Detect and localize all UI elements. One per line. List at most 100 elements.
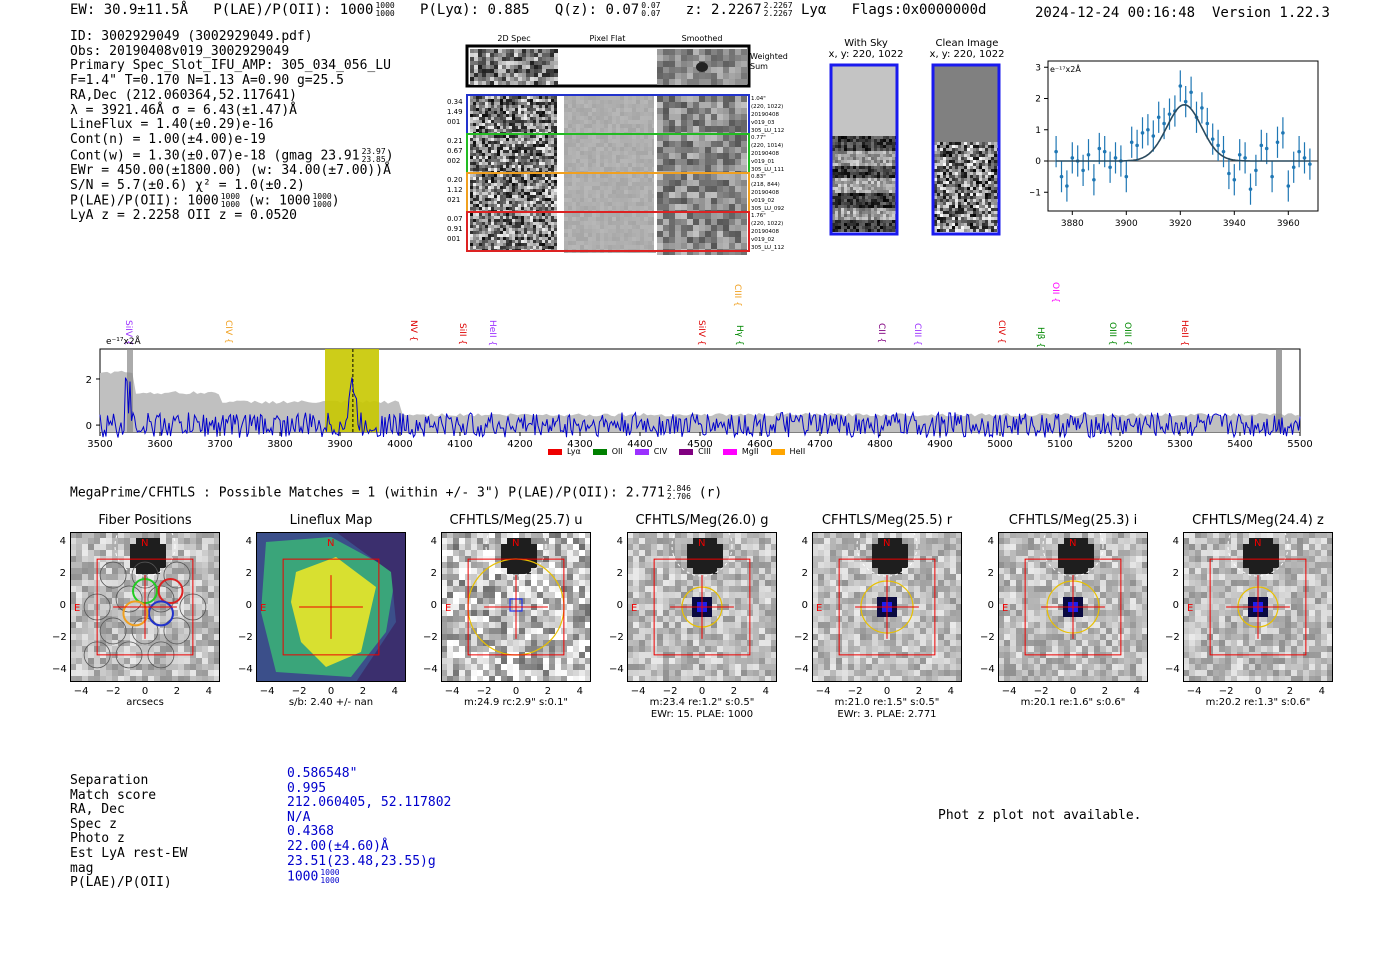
label-mag: mag [70,860,94,876]
zoom-point [1146,127,1150,132]
cutout-noise [441,532,591,682]
row-right-label: (220, 1014) [751,143,784,149]
zoom-point [1178,84,1183,88]
zoom-point [1086,152,1091,157]
zoom-point [1092,177,1096,182]
row-right-label: 20190408 [751,229,779,235]
legend-label: CIV [653,447,668,456]
cutout-frame [998,532,1148,682]
row-left-label: 001 [447,118,461,126]
weighted-sum-label: Weighted Sum [750,52,788,71]
cutout-xtick: −2 [1218,686,1234,697]
cutout-ytick: 2 [430,568,437,580]
info-ewr: EWr = 450.00(±1800.00) (w: 34.00(±7.00))… [70,162,391,178]
cutout-xtick: 4 [947,686,955,697]
row-smoothed [657,213,747,255]
cutout-sub2: EWr: 3. PLAE: 2.771 [837,709,937,720]
legend-swatch [548,448,562,455]
value-radec: 212.060405, 52.117802 [287,795,452,811]
info-radec: RA,Dec (212.060364,52.117641) [70,87,297,103]
zoom-xtick-label: 3900 [1115,219,1138,229]
row-right-label: 0.77" [751,135,766,141]
cutout-ytick: 2 [801,568,808,580]
full-xtick-label: 4400 [627,439,652,450]
with-sky-xy: x, y: 220, 1022 [828,49,904,60]
megaprime-header: MegaPrime/CFHTLS : Possible Matches = 1 … [70,484,723,501]
legend-label: HeII [789,447,806,456]
row-gap [561,174,564,211]
cutout-ytick: −4 [980,663,995,675]
cutout-xtick: 0 [1069,686,1077,697]
cutout-sub1: arcsecs [126,697,164,708]
row-gap [561,96,564,133]
timestamp-version: 2024-12-24 00:16:48 Version 1.22.3 [1035,5,1330,21]
zoom-point [1243,156,1247,160]
row-left-label: 0.91 [447,225,463,233]
cutout-xtick: −2 [105,686,121,697]
cutout-xtick: 4 [762,686,770,697]
cutout-ytick: 0 [245,600,252,611]
north-label: N [141,538,148,549]
row-right-label: 20190408 [751,190,779,196]
fiber-circle [163,617,191,645]
masked-bin [1276,349,1282,432]
cutout-xtick: 2 [1286,686,1294,697]
east-label: E [631,603,637,614]
value-lya-ew: 22.00(±4.60)Å [287,838,389,854]
row-right-label: 305_LU_111 [751,167,785,173]
zoom-point [1297,149,1301,154]
label-photoz: Photo z [70,831,125,847]
zoom-point [1221,149,1226,154]
row-2dspec [470,96,557,135]
cutout-frame [627,532,777,682]
zoom-point [1097,146,1102,151]
zoom-xtick-label: 3940 [1223,219,1246,229]
col-title-pixelflat: Pixel Flat [589,34,626,43]
north-label: N [883,538,890,549]
lineflux-peak [291,557,376,667]
row-right-label: 1.04" [751,96,766,102]
row-left-label: 021 [447,196,461,204]
ew-value: EW: 30.9±11.5Å [70,2,189,18]
label-match-score: Match score [70,787,157,803]
cutout-sub1: m:24.9 rc:2.9" s:0.1" [463,697,569,708]
cutout-image: NE [627,532,777,682]
cutout-xtick: −4 [1001,686,1017,697]
row-pixelflat [564,174,656,214]
row-pixelflat [564,135,656,175]
zoom-point [1140,131,1145,135]
full-xtick-label: 5500 [1287,439,1312,450]
weighted-sum-smoothed [657,49,747,85]
row-2dspec [470,213,557,252]
zoom-ytick-label: 1 [1035,126,1041,136]
cutout-ytick: 4 [1172,536,1179,548]
cutout-noise [812,532,962,682]
fiber-circle [99,561,127,589]
full-xtick-label: 4800 [867,439,892,450]
zoom-ytick-label: 0 [1035,157,1041,167]
value-plae: 1000 1000 1000 [287,868,340,886]
info-lineflux: LineFlux = 1.40(±0.29)e-16 [70,117,274,133]
zoom-ylabel: e⁻¹⁷x2Å [1050,63,1081,74]
zoom-point [1232,177,1237,182]
legend-swatch [679,448,694,455]
cutout-ytick: 2 [245,568,252,580]
east-label: E [816,603,822,614]
cutout-title: Fiber Positions [98,513,192,528]
info-plae: P(LAE)/P(OII): 1000 1000 1000 (w: 1000 1000… [70,192,340,210]
cutout-ytick: −4 [52,663,67,675]
spectrum-line [99,377,1301,439]
full-spectrum-plot: 3500 3600 3700 3800 3900 4000 4100 4200 4300 4400… [86,335,1313,450]
row-right-label: 20190408 [751,112,779,118]
version: Version 1.22.3 [1211,5,1330,21]
cutout-frame [1183,532,1333,682]
zoom-point [1102,149,1107,154]
qz-range: 0.07 0.07 [641,1,661,18]
cutout-image: NE [441,532,591,682]
cutout-xtick: 0 [883,686,891,697]
full-ytick-label: 2 [86,375,92,386]
row-right-label: v019_01 [751,159,775,165]
zoom-point [1124,174,1129,179]
cutout-ytick: 4 [59,536,66,548]
zoom-axes [1047,60,1319,212]
